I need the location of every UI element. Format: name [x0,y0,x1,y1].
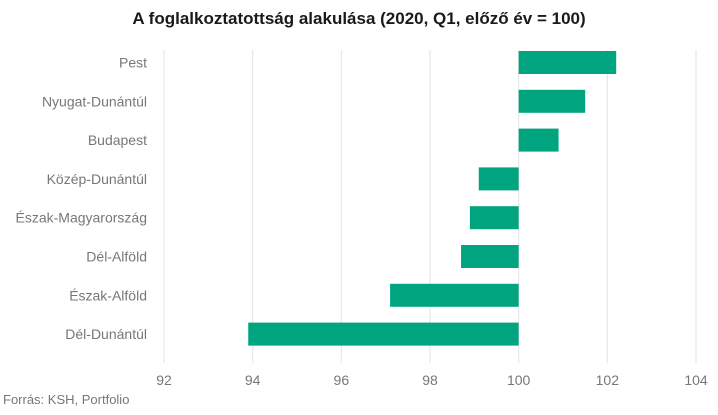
bar--szak-alf-ld [390,283,519,307]
category-label: Budapest [88,132,147,148]
bar-pest [518,51,617,74]
x-tick-label: 102 [596,372,620,388]
x-tick-label: 100 [507,372,531,388]
bar-d-l-alf-ld [461,245,519,268]
bar-nyugat-dun-nt-l [518,89,586,113]
x-axis-ticks: 92 94 96 98 100 102 104 [156,372,708,388]
x-tick-label: 96 [334,372,350,388]
chart-title: A foglalkoztatottság alakulása (2020, Q1… [132,9,586,28]
x-tick-label: 98 [422,372,438,388]
category-label: Dél-Alföld [86,249,147,265]
bar-budapest [518,128,559,152]
category-labels: Pest Nyugat-Dunántúl Budapest Közép-Dunántú… [16,55,148,343]
category-label: Közép-Dunántúl [47,171,147,187]
bar-d-l-dun-nt-l [248,322,519,346]
category-label: Pest [119,55,147,71]
x-tick-label: 92 [156,372,172,388]
bars [248,51,617,346]
category-label: Észak-Alföld [69,287,147,303]
x-tick-label: 94 [245,372,261,388]
category-label: Észak-Magyarország [16,210,148,226]
x-tick-label: 104 [684,372,708,388]
source-note: Forrás: KSH, Portfolio [3,392,130,407]
category-label: Nyugat-Dunántúl [42,93,147,109]
category-label: Dél-Dunántúl [65,326,147,342]
bar--szak-magyarorsz-g [469,206,519,230]
bar-k-z-p-dun-nt-l [478,167,519,191]
gridlines [163,50,697,363]
